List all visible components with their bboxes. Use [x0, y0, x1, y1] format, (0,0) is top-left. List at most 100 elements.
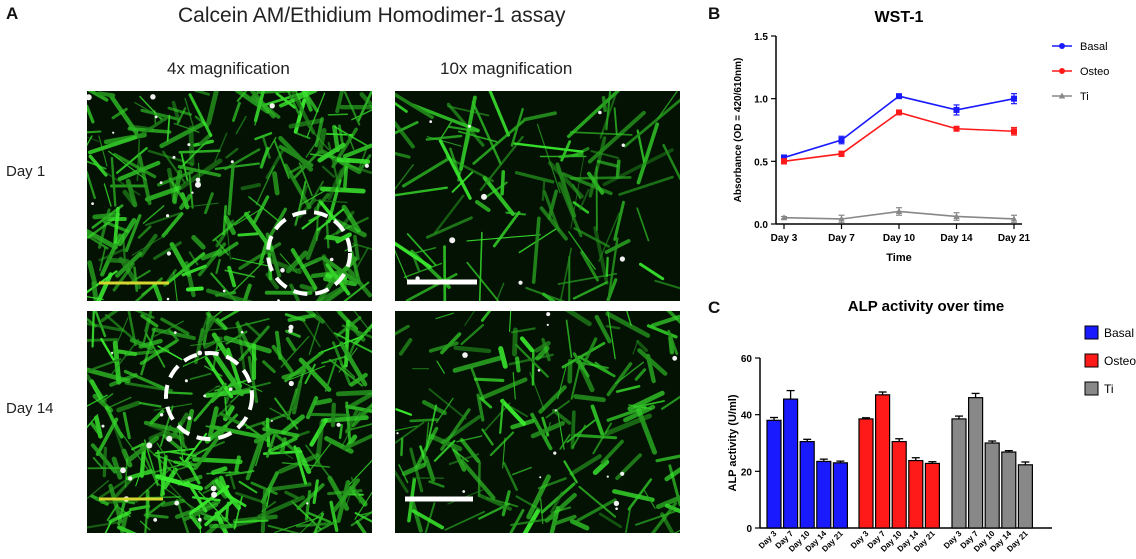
cell [357, 91, 372, 122]
wst1-chart: WST-1 0.0 0.5 1.0 1.5 Day 3 Day 7 Day 10 Day 14 D… [733, 9, 1109, 264]
cell [354, 491, 372, 520]
cell [655, 495, 680, 510]
cell [233, 519, 269, 524]
cell [505, 211, 527, 216]
cell [284, 313, 306, 322]
nucleus-dot [329, 257, 334, 262]
cell [566, 419, 596, 443]
data-point [1011, 95, 1017, 102]
cell [470, 367, 485, 402]
nucleus-dot [210, 485, 217, 492]
cell [181, 264, 207, 277]
cell [87, 218, 115, 239]
nucleus-dot [159, 181, 163, 184]
cell [87, 372, 107, 403]
cell [568, 231, 596, 270]
cell [185, 459, 201, 485]
chart-title: ALP activity over time [848, 298, 1004, 315]
cell [209, 424, 260, 439]
cell [87, 358, 122, 373]
cell [268, 436, 298, 453]
cell [117, 160, 161, 182]
cell [169, 450, 197, 457]
cell [283, 163, 312, 210]
nucleus-dot [230, 160, 234, 164]
cell [112, 262, 135, 292]
cell [411, 103, 480, 133]
cell [554, 506, 572, 513]
cell [359, 511, 372, 516]
cell [274, 516, 321, 533]
cell [355, 520, 367, 533]
cell [448, 453, 480, 465]
cell [139, 520, 151, 531]
cell [107, 257, 130, 264]
legend-swatch [1084, 353, 1099, 368]
nucleus-dot [467, 124, 471, 128]
cell [519, 336, 534, 353]
cell [140, 116, 169, 136]
cell [109, 338, 139, 377]
nucleus-dot [619, 256, 625, 262]
micrograph-day1-4x-canvas [87, 91, 372, 301]
nucleus-dot [146, 442, 153, 449]
cell [573, 433, 618, 440]
cell [100, 311, 119, 323]
cell [667, 329, 679, 355]
cell [204, 192, 214, 215]
cell [285, 329, 301, 338]
data-point [953, 106, 960, 113]
cell [336, 157, 371, 165]
cell [460, 323, 485, 346]
cell [87, 91, 109, 102]
y-tick-label: 1.0 [754, 95, 768, 106]
cell [353, 311, 371, 333]
cell [299, 511, 324, 533]
cell [569, 518, 590, 531]
data-point [953, 212, 960, 219]
cell [475, 200, 491, 212]
cell [278, 135, 314, 172]
cell [210, 379, 236, 403]
cell [248, 196, 280, 223]
cell [262, 136, 271, 159]
cell [570, 360, 582, 400]
y-tick-label: 0 [746, 524, 752, 535]
data-point [1011, 128, 1017, 135]
nucleus-dot [553, 451, 557, 455]
cell [265, 434, 276, 458]
cell [271, 344, 294, 373]
cell [159, 121, 205, 149]
cell [522, 508, 541, 533]
legend-label: Ti [1080, 91, 1089, 103]
cell [234, 91, 270, 114]
cell [96, 272, 113, 301]
cell [87, 135, 138, 155]
y-axis-label: Absorbance (OD = 420/610nm) [733, 58, 744, 203]
cell [578, 188, 590, 211]
cell [144, 495, 150, 533]
nucleus-dot [128, 476, 133, 481]
cell [395, 425, 418, 432]
cell [186, 286, 204, 292]
nucleus-dot [288, 380, 294, 387]
cell [250, 481, 278, 496]
cell [279, 91, 318, 108]
cell [313, 398, 333, 406]
cell [601, 96, 607, 113]
cell [188, 251, 199, 266]
cell [123, 369, 166, 390]
cell [325, 234, 344, 242]
cell [345, 401, 352, 448]
cell [314, 420, 325, 467]
cell [199, 316, 216, 342]
cell [500, 398, 526, 426]
cell [349, 372, 368, 387]
cell [95, 475, 133, 502]
cell [605, 91, 612, 131]
cell [267, 207, 288, 240]
cell [109, 94, 139, 135]
cell [115, 251, 143, 278]
cell [185, 408, 195, 435]
